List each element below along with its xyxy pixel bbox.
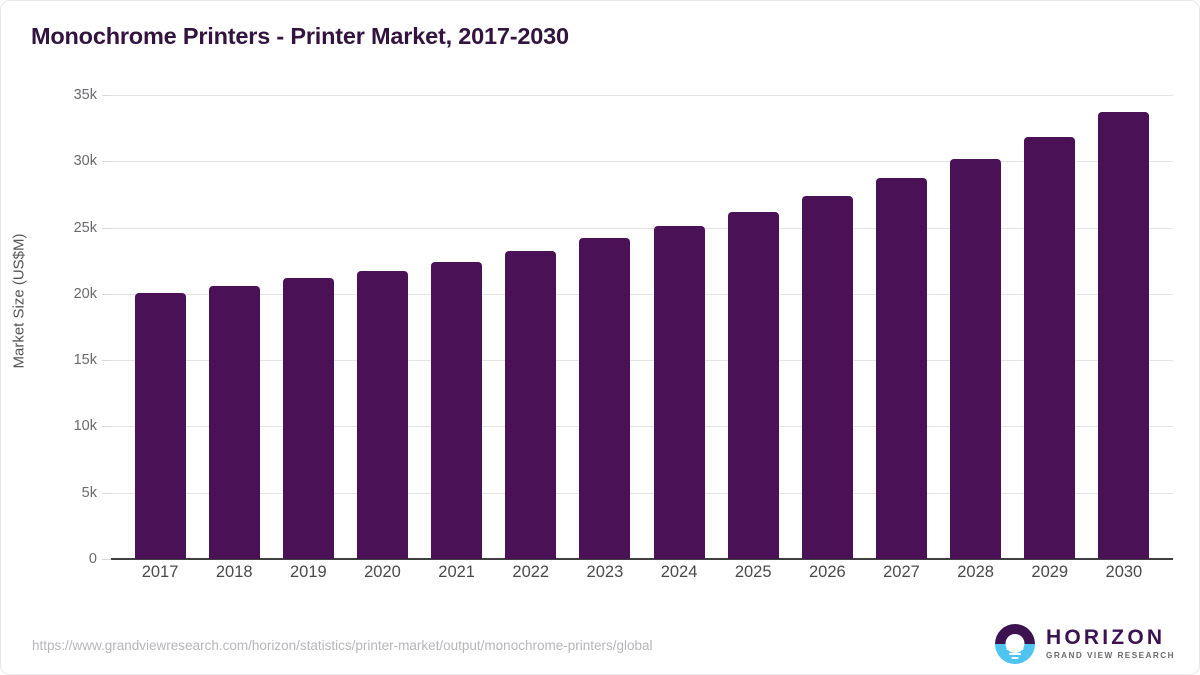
bar-slot	[271, 95, 345, 559]
horizon-sunset-icon	[995, 624, 1035, 664]
sun-ray-icon	[1011, 657, 1019, 659]
source-url[interactable]: https://www.grandviewresearch.com/horizo…	[32, 638, 653, 653]
plot-inner: 0 5k 10k 15k 20k 25k 30k 35k	[74, 87, 1173, 567]
sun-ray-icon	[1009, 652, 1021, 655]
x-tick-label-2024: 2024	[660, 563, 698, 581]
horizon-logo: HORIZON GRAND VIEW RESEARCH	[995, 624, 1175, 664]
y-tick-mark	[102, 95, 111, 96]
bar-slot	[197, 95, 271, 559]
logo-text-block: HORIZON GRAND VIEW RESEARCH	[1046, 627, 1175, 660]
gridline	[111, 293, 1173, 295]
bar-slot	[568, 95, 642, 559]
bar-2019[interactable]	[282, 277, 334, 559]
logo-tagline: GRAND VIEW RESEARCH	[1046, 651, 1175, 661]
bar-slot	[1087, 95, 1161, 559]
y-tick-label: 15k	[73, 352, 97, 369]
chart-footer: https://www.grandviewresearch.com/horizo…	[1, 608, 1199, 674]
x-tick-label-2027: 2027	[883, 563, 920, 581]
bar-2030[interactable]	[1098, 112, 1150, 559]
bar-2017[interactable]	[134, 292, 186, 559]
bar-2020[interactable]	[356, 271, 408, 559]
y-tick-mark	[102, 559, 111, 560]
gridline	[111, 492, 1173, 494]
page-title: Monochrome Printers - Printer Market, 20…	[31, 23, 569, 49]
bar-slot	[716, 95, 790, 559]
x-tick-label-2022: 2022	[512, 563, 550, 581]
y-tick-label: 25k	[73, 219, 97, 236]
x-axis-labels: 2017 2018 2019 2020 2021 2022 2023 2024 2025 2026…	[111, 563, 1173, 582]
x-tick-label-2018: 2018	[215, 563, 253, 581]
bar-slot	[864, 95, 938, 559]
y-tick-mark	[102, 161, 111, 163]
y-tick-mark	[102, 360, 111, 362]
bar-slot	[123, 95, 197, 559]
gridline	[111, 360, 1173, 362]
x-axis-line	[111, 558, 1173, 560]
bar-slot	[939, 95, 1013, 559]
y-tick-mark	[102, 492, 111, 494]
bar-2025[interactable]	[727, 211, 779, 559]
y-tick-label: 35k	[73, 87, 97, 103]
bar-2018[interactable]	[208, 285, 260, 559]
bar-slot	[642, 95, 716, 559]
bars-group	[111, 95, 1173, 559]
bar-2023[interactable]	[579, 238, 631, 559]
y-tick-label: 10k	[73, 418, 97, 435]
gridline	[111, 95, 1173, 96]
bar-slot	[420, 95, 494, 559]
y-tick-label: 0	[88, 551, 97, 567]
bar-slot	[790, 95, 864, 559]
bar-slot	[494, 95, 568, 559]
y-tick-mark	[102, 227, 111, 229]
x-tick-label-2028: 2028	[957, 563, 994, 581]
y-tick-mark	[102, 426, 111, 428]
chart-plot-area: Market Size (US$M) 0 5k 10k 15k 20k 25k 30k 35k…	[1, 1, 1199, 601]
x-tick-label-2029: 2029	[1031, 563, 1069, 581]
gridline	[111, 426, 1173, 428]
sun-ray-icon	[1006, 648, 1024, 650]
gridline	[111, 161, 1173, 163]
bar-2024[interactable]	[653, 225, 705, 559]
x-tick-label-2023: 2023	[586, 563, 624, 581]
bar-slot	[345, 95, 419, 559]
y-tick-label: 20k	[73, 285, 97, 302]
bar-2021[interactable]	[431, 262, 483, 559]
y-tick-mark	[102, 293, 111, 295]
bar-2029[interactable]	[1024, 137, 1076, 559]
bar-2026[interactable]	[801, 195, 853, 559]
bar-2028[interactable]	[950, 158, 1002, 559]
x-tick-label-2017: 2017	[141, 563, 179, 581]
bar-slot	[1013, 95, 1087, 559]
gridline	[111, 227, 1173, 229]
bar-2022[interactable]	[505, 251, 557, 559]
y-tick-label: 30k	[73, 153, 97, 170]
x-tick-label-2025: 2025	[734, 563, 772, 581]
x-tick-label-2021: 2021	[438, 563, 475, 581]
x-tick-label-2030: 2030	[1105, 563, 1143, 581]
bar-2027[interactable]	[875, 177, 927, 559]
x-tick-label-2026: 2026	[808, 563, 846, 581]
logo-name: HORIZON	[1046, 626, 1166, 650]
x-tick-label-2020: 2020	[364, 563, 401, 581]
sun-shape	[1005, 634, 1025, 653]
x-tick-label-2019: 2019	[289, 563, 327, 581]
y-axis-title: Market Size (US$M)	[10, 233, 28, 369]
y-tick-label: 5k	[81, 484, 97, 501]
